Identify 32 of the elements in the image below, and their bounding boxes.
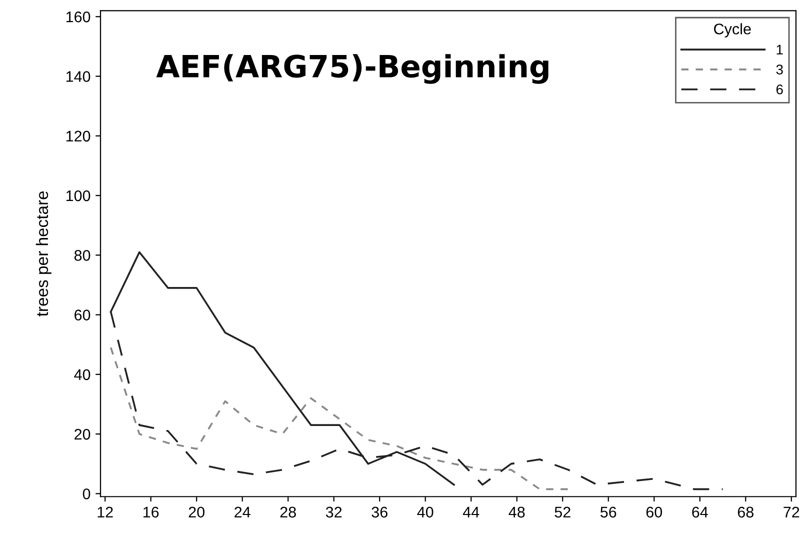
x-tick-label: 52 xyxy=(554,506,570,518)
y-tick-label: 120 xyxy=(66,130,90,142)
y-tick-label: 0 xyxy=(82,488,90,500)
x-tick-label: 36 xyxy=(372,506,388,518)
y-tick-label: 40 xyxy=(74,369,90,380)
line-series xyxy=(110,346,570,490)
x-tick-label: 48 xyxy=(508,506,525,518)
y-tick-label: 80 xyxy=(74,250,90,261)
x-tick-label: 68 xyxy=(738,506,754,518)
y-tick-label: 100 xyxy=(66,190,90,202)
x-tick-label: 44 xyxy=(462,506,480,518)
y-tick-label: 140 xyxy=(66,71,90,82)
x-tick-label: 56 xyxy=(600,506,616,518)
y-axis-title: trees per hectare xyxy=(36,191,52,316)
x-tick-label: 64 xyxy=(692,506,708,518)
text: 3 xyxy=(776,64,783,74)
x-tick-label: 32 xyxy=(326,506,342,518)
x-tick-label: 60 xyxy=(646,506,662,518)
y-tick-label: 160 xyxy=(66,12,90,22)
y-tick-label: 20 xyxy=(74,428,90,440)
x-tick-label: 72 xyxy=(784,506,800,518)
x-tick-label: 24 xyxy=(234,506,250,518)
x-tick-label: 16 xyxy=(144,506,159,518)
x-tick-label: 40 xyxy=(417,506,434,518)
legend-title: Cycle xyxy=(714,23,751,38)
text: 1 xyxy=(776,44,783,54)
text: AEF(ARG75)-Beginning xyxy=(156,54,548,84)
x-tick-label: 28 xyxy=(280,506,296,518)
text: 6 xyxy=(776,84,783,94)
y-tick-label: 60 xyxy=(74,310,90,320)
x-tick-label: 20 xyxy=(188,506,204,518)
x-tick-label: 12 xyxy=(98,506,113,518)
